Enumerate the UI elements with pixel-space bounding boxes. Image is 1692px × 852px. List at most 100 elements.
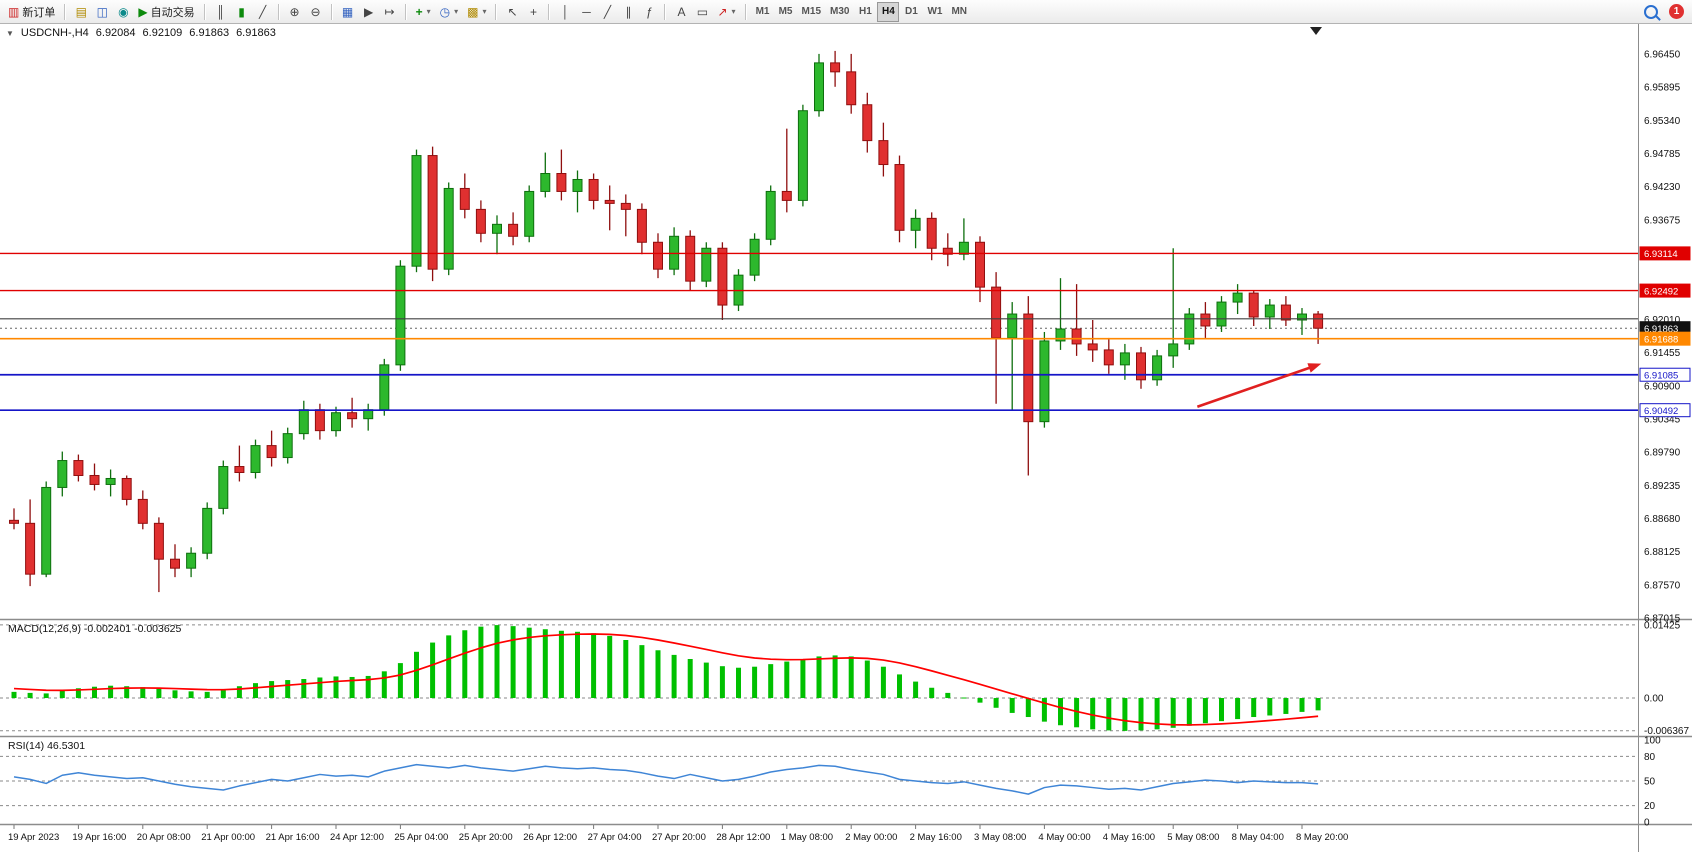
fibonacci-button[interactable]: ƒ [639,2,659,22]
notification-badge[interactable]: 1 [1669,4,1684,19]
arrows-tool-button[interactable]: ↗ ▾ [713,2,739,22]
candle-body [314,409,325,432]
text-label-button[interactable]: ▭ [692,2,712,22]
chart-shift-marker-icon[interactable] [1310,27,1322,35]
macd-bar [1186,698,1192,726]
tab-timeframe-H4[interactable]: H4 [877,1,900,22]
macd-bar [1041,698,1047,722]
vertical-line-icon: │ [561,4,570,19]
templates-button[interactable]: ▩ ▾ [463,2,490,22]
macd-bar [430,642,436,699]
candle-body [604,199,615,204]
arrow-head-icon[interactable] [1307,363,1322,373]
chevron-down-icon: ▾ [482,7,487,16]
zoom-in-button[interactable]: ⊕ [285,2,305,22]
chart-canvas[interactable]: 6.96450 6.95895 6.95340 6.94785 6.94230 6.936… [0,24,1692,852]
macd-bar [736,667,741,699]
macd-bar [1251,698,1257,718]
periods-button[interactable]: ◷ ▾ [436,2,463,22]
candle-body [524,190,535,237]
candle-body [878,140,889,166]
text-icon: A [677,4,686,19]
tab-timeframe-MN[interactable]: MN [947,2,971,22]
autotrading-button[interactable]: ▶ 自动交易 [134,2,198,22]
rsi-axis-label: 50 [1644,777,1656,788]
candle-body [653,241,663,270]
price-axis-tick-label: 6.90900 [1644,381,1681,392]
price-level-badge [1639,283,1691,298]
vertical-line-button[interactable]: │ [555,2,575,22]
macd-bar [269,681,275,699]
macd-bar [558,630,564,699]
macd-bar [414,651,419,699]
search-button[interactable] [1640,2,1662,22]
tab-timeframe-M5[interactable]: M5 [775,2,797,22]
time-axis-label: 25 Apr 20:00 [459,832,513,843]
line-chart-icon: ╱ [258,4,267,19]
candle-body [1248,292,1259,318]
candle-body [1200,313,1211,327]
rsi-line [13,763,1319,795]
horizontal-line-button[interactable]: ─ [576,2,596,22]
crosshair-button[interactable]: + [523,2,543,22]
zoom-out-button[interactable]: ⊖ [306,2,326,22]
macd-bar [1315,698,1321,711]
candle-body [991,286,1002,339]
price-level-badge [1639,367,1691,382]
macd-bar [591,633,597,699]
candle-body [1264,304,1275,318]
candlestick-icon: ▮ [238,4,245,19]
macd-bar [1090,698,1096,730]
new-order-icon: ▥ [8,4,20,19]
macd-bar [1202,698,1208,724]
candlestick-chart-button[interactable]: ▮ [232,2,252,22]
candle-body [73,460,84,476]
new-order-button[interactable]: ▥ 新订单 [4,2,59,22]
auto-scroll-button[interactable]: ▶ [359,2,379,22]
tab-timeframe-M1[interactable]: M1 [752,2,774,22]
toolbar-separator [404,3,407,20]
macd-bar [913,681,919,699]
candle-body [781,190,792,201]
tab-timeframe-M15[interactable]: M15 [798,2,825,22]
candle-body [717,247,728,306]
cursor-button[interactable]: ↖ [502,2,522,22]
chart-shift-button[interactable]: ↦ [380,2,400,22]
market-watch-icon: ▤ [75,4,88,19]
market-watch-button[interactable]: ▤ [71,2,91,22]
candle-body [1297,313,1307,321]
candle-body [556,173,567,192]
tab-timeframe-H1[interactable]: H1 [854,2,876,22]
line-chart-button[interactable]: ╱ [253,2,273,22]
tab-timeframe-D1[interactable]: D1 [900,2,922,22]
time-axis-label: 21 Apr 00:00 [201,832,255,843]
candle-body [25,522,36,575]
price-axis-tick-label: 6.87570 [1644,580,1681,591]
toolbar-separator [330,3,333,20]
macd-bar [1219,698,1224,722]
tab-timeframe-W1[interactable]: W1 [923,2,946,22]
candle-body [685,235,696,282]
tile-windows-button[interactable]: ▦ [338,2,358,22]
macd-bar [897,674,902,699]
bar-chart-button[interactable]: ║ [211,2,231,22]
macd-bar [1138,698,1144,731]
candle-body [266,445,277,459]
candle-body [186,552,197,569]
trendline-button[interactable]: ╱ [597,2,617,22]
indicators-button[interactable]: + ▾ [412,2,435,22]
arrow-line[interactable] [1196,364,1316,408]
chart-window: 6.96450 6.95895 6.95340 6.94785 6.94230 6.936… [0,24,1692,852]
channel-button[interactable]: ∥ [618,2,638,22]
tab-timeframe-M30[interactable]: M30 [826,2,853,22]
candle-body [331,412,341,432]
terminal-button[interactable]: ◉ [113,2,133,22]
macd-bar [253,683,258,699]
text-button[interactable]: A [671,2,691,22]
candle-body [1168,343,1179,357]
navigator-button[interactable]: ◫ [92,2,112,22]
macd-bar [687,659,693,699]
candle-body [121,477,132,500]
arrow-tool-icon: ↗ [717,4,728,19]
candle-body [814,62,824,112]
